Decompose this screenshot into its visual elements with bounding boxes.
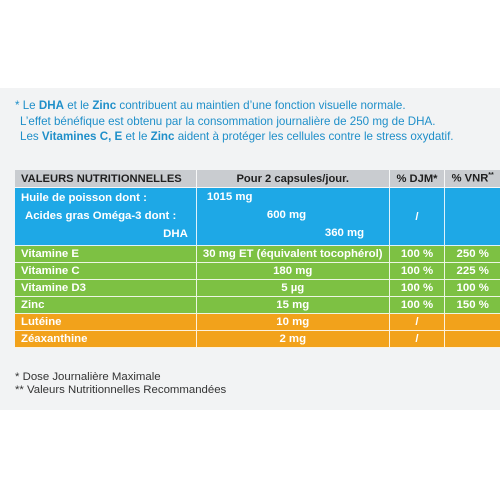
nutrient-vnr: 150 % <box>445 297 500 314</box>
nutrient-name: Vitamine D3 <box>15 280 197 297</box>
nutrient-amount: 30 mg ET (équivalent tocophérol) <box>196 246 390 263</box>
claim-line-2: L’effet bénéfique est obtenu par la cons… <box>20 114 436 128</box>
nutrient-djm: 100 % <box>389 263 446 280</box>
claims-text: * Le DHA et le Zinc contribuent au maint… <box>15 98 495 145</box>
nutrient-name: Zinc <box>15 297 197 314</box>
footnote-vnr: ** Valeurs Nutritionnelles Recommandées <box>15 384 227 396</box>
header-vnr-label: % VNR <box>451 172 489 185</box>
omega-djm-cell: / <box>389 188 446 246</box>
claim-bold-vitamins: Vitamines C, E <box>41 130 123 143</box>
nutrition-table: VALEURS NUTRITIONNELLES Pour 2 capsules/… <box>15 170 500 348</box>
claim-text: Les <box>20 130 42 143</box>
nutrient-djm: / <box>389 314 446 331</box>
table-row-omega: Huile de poisson dont : Acides gras Omég… <box>15 188 500 246</box>
header-djm: % DJM* <box>389 170 446 188</box>
claim-text: et le <box>63 99 93 112</box>
claim-line-3: Les Vitamines C, E et le Zinc aident à p… <box>15 129 495 145</box>
footnotes: * Dose Journalière Maximale ** Valeurs N… <box>15 371 226 397</box>
table-row: Lutéine 10 mg / <box>15 314 500 331</box>
table-row: Vitamine C 180 mg 100 % 225 % <box>15 263 500 280</box>
nutrient-vnr: 100 % <box>445 280 500 297</box>
omega-vnr-cell <box>445 188 500 246</box>
omega-value-dha: 360 mg <box>324 227 365 239</box>
table-row: Vitamine E 30 mg ET (équivalent tocophéro… <box>15 246 500 263</box>
nutrient-vnr <box>445 314 500 331</box>
omega-huile-label: Huile de poisson dont : <box>21 192 147 204</box>
nutrient-name: Zéaxanthine <box>15 331 197 348</box>
header-vnr: % VNR** <box>445 170 500 188</box>
omega-dha-label: DHA <box>163 228 188 240</box>
nutrient-rows: Vitamine E 30 mg ET (équivalent tocophéro… <box>15 246 500 348</box>
nutrient-amount: 180 mg <box>196 263 390 280</box>
header-per-two-capsules: Pour 2 capsules/jour. <box>196 170 390 188</box>
table-row: Vitamine D3 5 µg 100 % 100 % <box>15 280 500 297</box>
claim-bold-zinc: Zinc <box>150 130 175 143</box>
omega-value-acides: 600 mg <box>266 209 307 221</box>
table-row: Zéaxanthine 2 mg / <box>15 331 500 348</box>
omega-value-huile: 1015 mg <box>206 191 253 203</box>
nutrient-amount: 2 mg <box>196 331 390 348</box>
claim-text: contribuent au maintien d’une fonction v… <box>116 99 406 112</box>
omega-acides-label: Acides gras Oméga-3 dont : <box>25 210 177 222</box>
claim-text: aident à protéger les cellules contre le… <box>174 130 454 143</box>
nutrient-amount: 10 mg <box>196 314 390 331</box>
table-header-row: VALEURS NUTRITIONNELLES Pour 2 capsules/… <box>15 170 500 188</box>
claim-text: * Le <box>15 99 39 112</box>
footnote-djm: * Dose Journalière Maximale <box>15 371 161 383</box>
nutrient-name: Lutéine <box>15 314 197 331</box>
nutrient-djm: 100 % <box>389 297 446 314</box>
claim-bold-dha: DHA <box>38 99 64 112</box>
nutrient-amount: 15 mg <box>196 297 390 314</box>
claim-line-1: * Le DHA et le Zinc contribuent au maint… <box>15 98 495 114</box>
nutrient-amount: 5 µg <box>196 280 390 297</box>
header-nutritional-values: VALEURS NUTRITIONNELLES <box>15 170 197 188</box>
header-vnr-sup: ** <box>488 172 494 180</box>
nutrient-vnr: 250 % <box>445 246 500 263</box>
nutrient-djm: / <box>389 331 446 348</box>
omega-values-cell: 1015 mg 600 mg 360 mg <box>196 188 390 246</box>
nutrient-djm: 100 % <box>389 246 446 263</box>
table-row: Zinc 15 mg 100 % 150 % <box>15 297 500 314</box>
nutrient-vnr <box>445 331 500 348</box>
nutrient-vnr: 225 % <box>445 263 500 280</box>
nutrient-name: Vitamine E <box>15 246 197 263</box>
nutrient-djm: 100 % <box>389 280 446 297</box>
claim-bold-zinc: Zinc <box>92 99 117 112</box>
nutrient-name: Vitamine C <box>15 263 197 280</box>
claim-text: et le <box>122 130 151 143</box>
omega-name-cell: Huile de poisson dont : Acides gras Omég… <box>15 188 197 246</box>
